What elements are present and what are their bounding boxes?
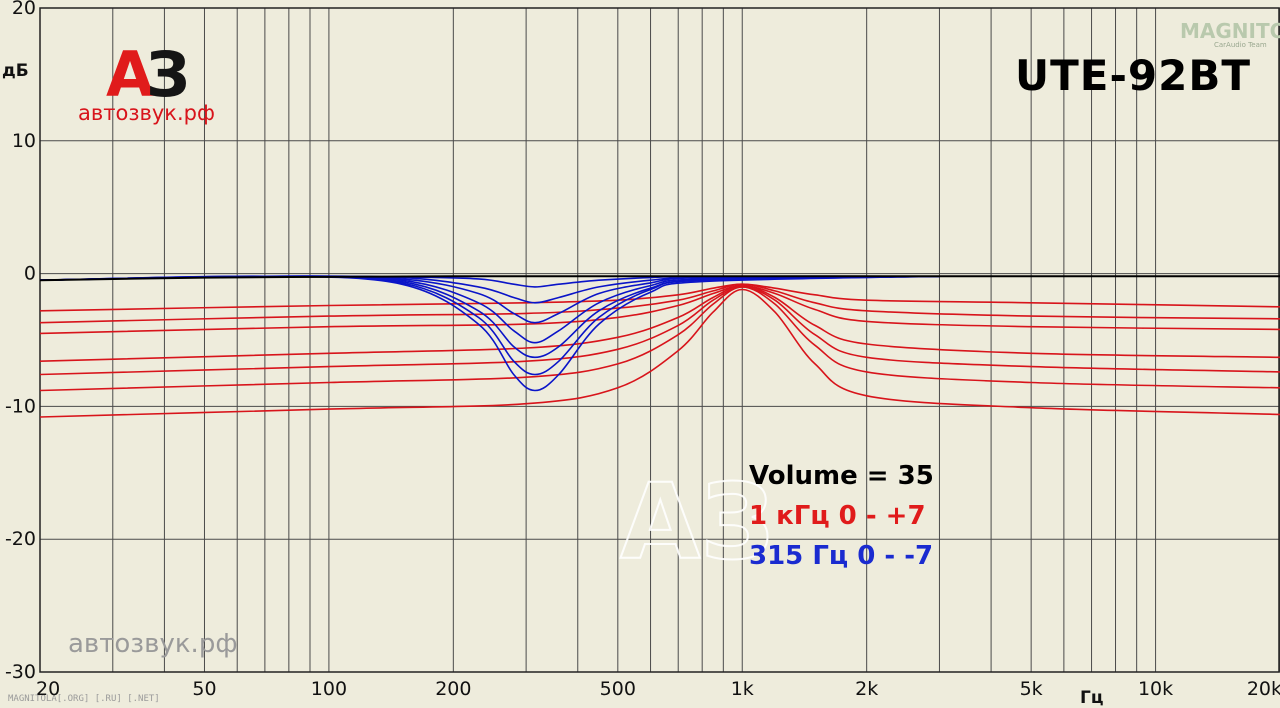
response-curves (39, 275, 1280, 418)
plot-frame (39, 7, 1280, 673)
legend-annotation: Volume = 35 (749, 461, 934, 491)
legend-annotations: Volume = 35 1 кГц 0 - +7 315 Гц 0 - -7 (749, 461, 934, 571)
watermark-site-text: автозвук.рф (68, 629, 238, 659)
logo-letter-a: А (106, 38, 154, 111)
response-curve (39, 288, 1280, 418)
brand-subtext: CarAudio Team (1214, 41, 1267, 49)
magnitola-logo: MAGNITOLA CarAudio Team (1180, 19, 1280, 49)
response-curve (39, 286, 1280, 376)
x-tick-label: 1k (731, 678, 754, 700)
y-tick-label: 0 (24, 263, 36, 285)
x-tick-label: 50 (192, 678, 216, 700)
response-curve (39, 284, 1280, 362)
x-tick-label: 500 (600, 678, 636, 700)
x-tick-label: 2k (855, 678, 878, 700)
legend-annotation: 1 кГц 0 - +7 (749, 501, 926, 531)
y-tick-label: -30 (5, 661, 36, 683)
logo-site-text: автозвук.рф (78, 101, 215, 125)
y-tick-label: 10 (12, 130, 36, 152)
x-tick-label: 10k (1138, 678, 1173, 700)
legend-annotation: 315 Гц 0 - -7 (749, 541, 933, 571)
y-axis-unit: дБ (2, 61, 29, 81)
response-curve (39, 283, 1280, 324)
x-tick-label: 20 (36, 678, 60, 700)
logo-letter-z: З (146, 38, 190, 111)
x-tick-label: 200 (435, 678, 471, 700)
x-tick-label: 20k (1247, 678, 1280, 700)
watermark-footer-text: MAGNITOLA[.ORG] [.RU] [.NET] (8, 694, 160, 704)
chart-title: UTE-92BT (1015, 51, 1251, 100)
x-tick-label: 5k (1020, 678, 1043, 700)
response-curve (39, 275, 1280, 282)
y-tick-label: -10 (5, 395, 36, 417)
x-tick-label: 100 (311, 678, 347, 700)
response-curve (39, 286, 1280, 392)
az-watermark: АЗ (619, 460, 775, 584)
watermark-letters: АЗ (620, 461, 774, 583)
y-tick-label: -20 (5, 528, 36, 550)
brand-text: MAGNITOLA (1180, 19, 1280, 43)
az-logo: А З автозвук.рф (78, 38, 215, 125)
y-tick-label: 20 (12, 0, 36, 19)
response-curve (39, 284, 1280, 335)
x-axis-unit: Гц (1080, 688, 1103, 708)
response-curve (39, 283, 1280, 312)
